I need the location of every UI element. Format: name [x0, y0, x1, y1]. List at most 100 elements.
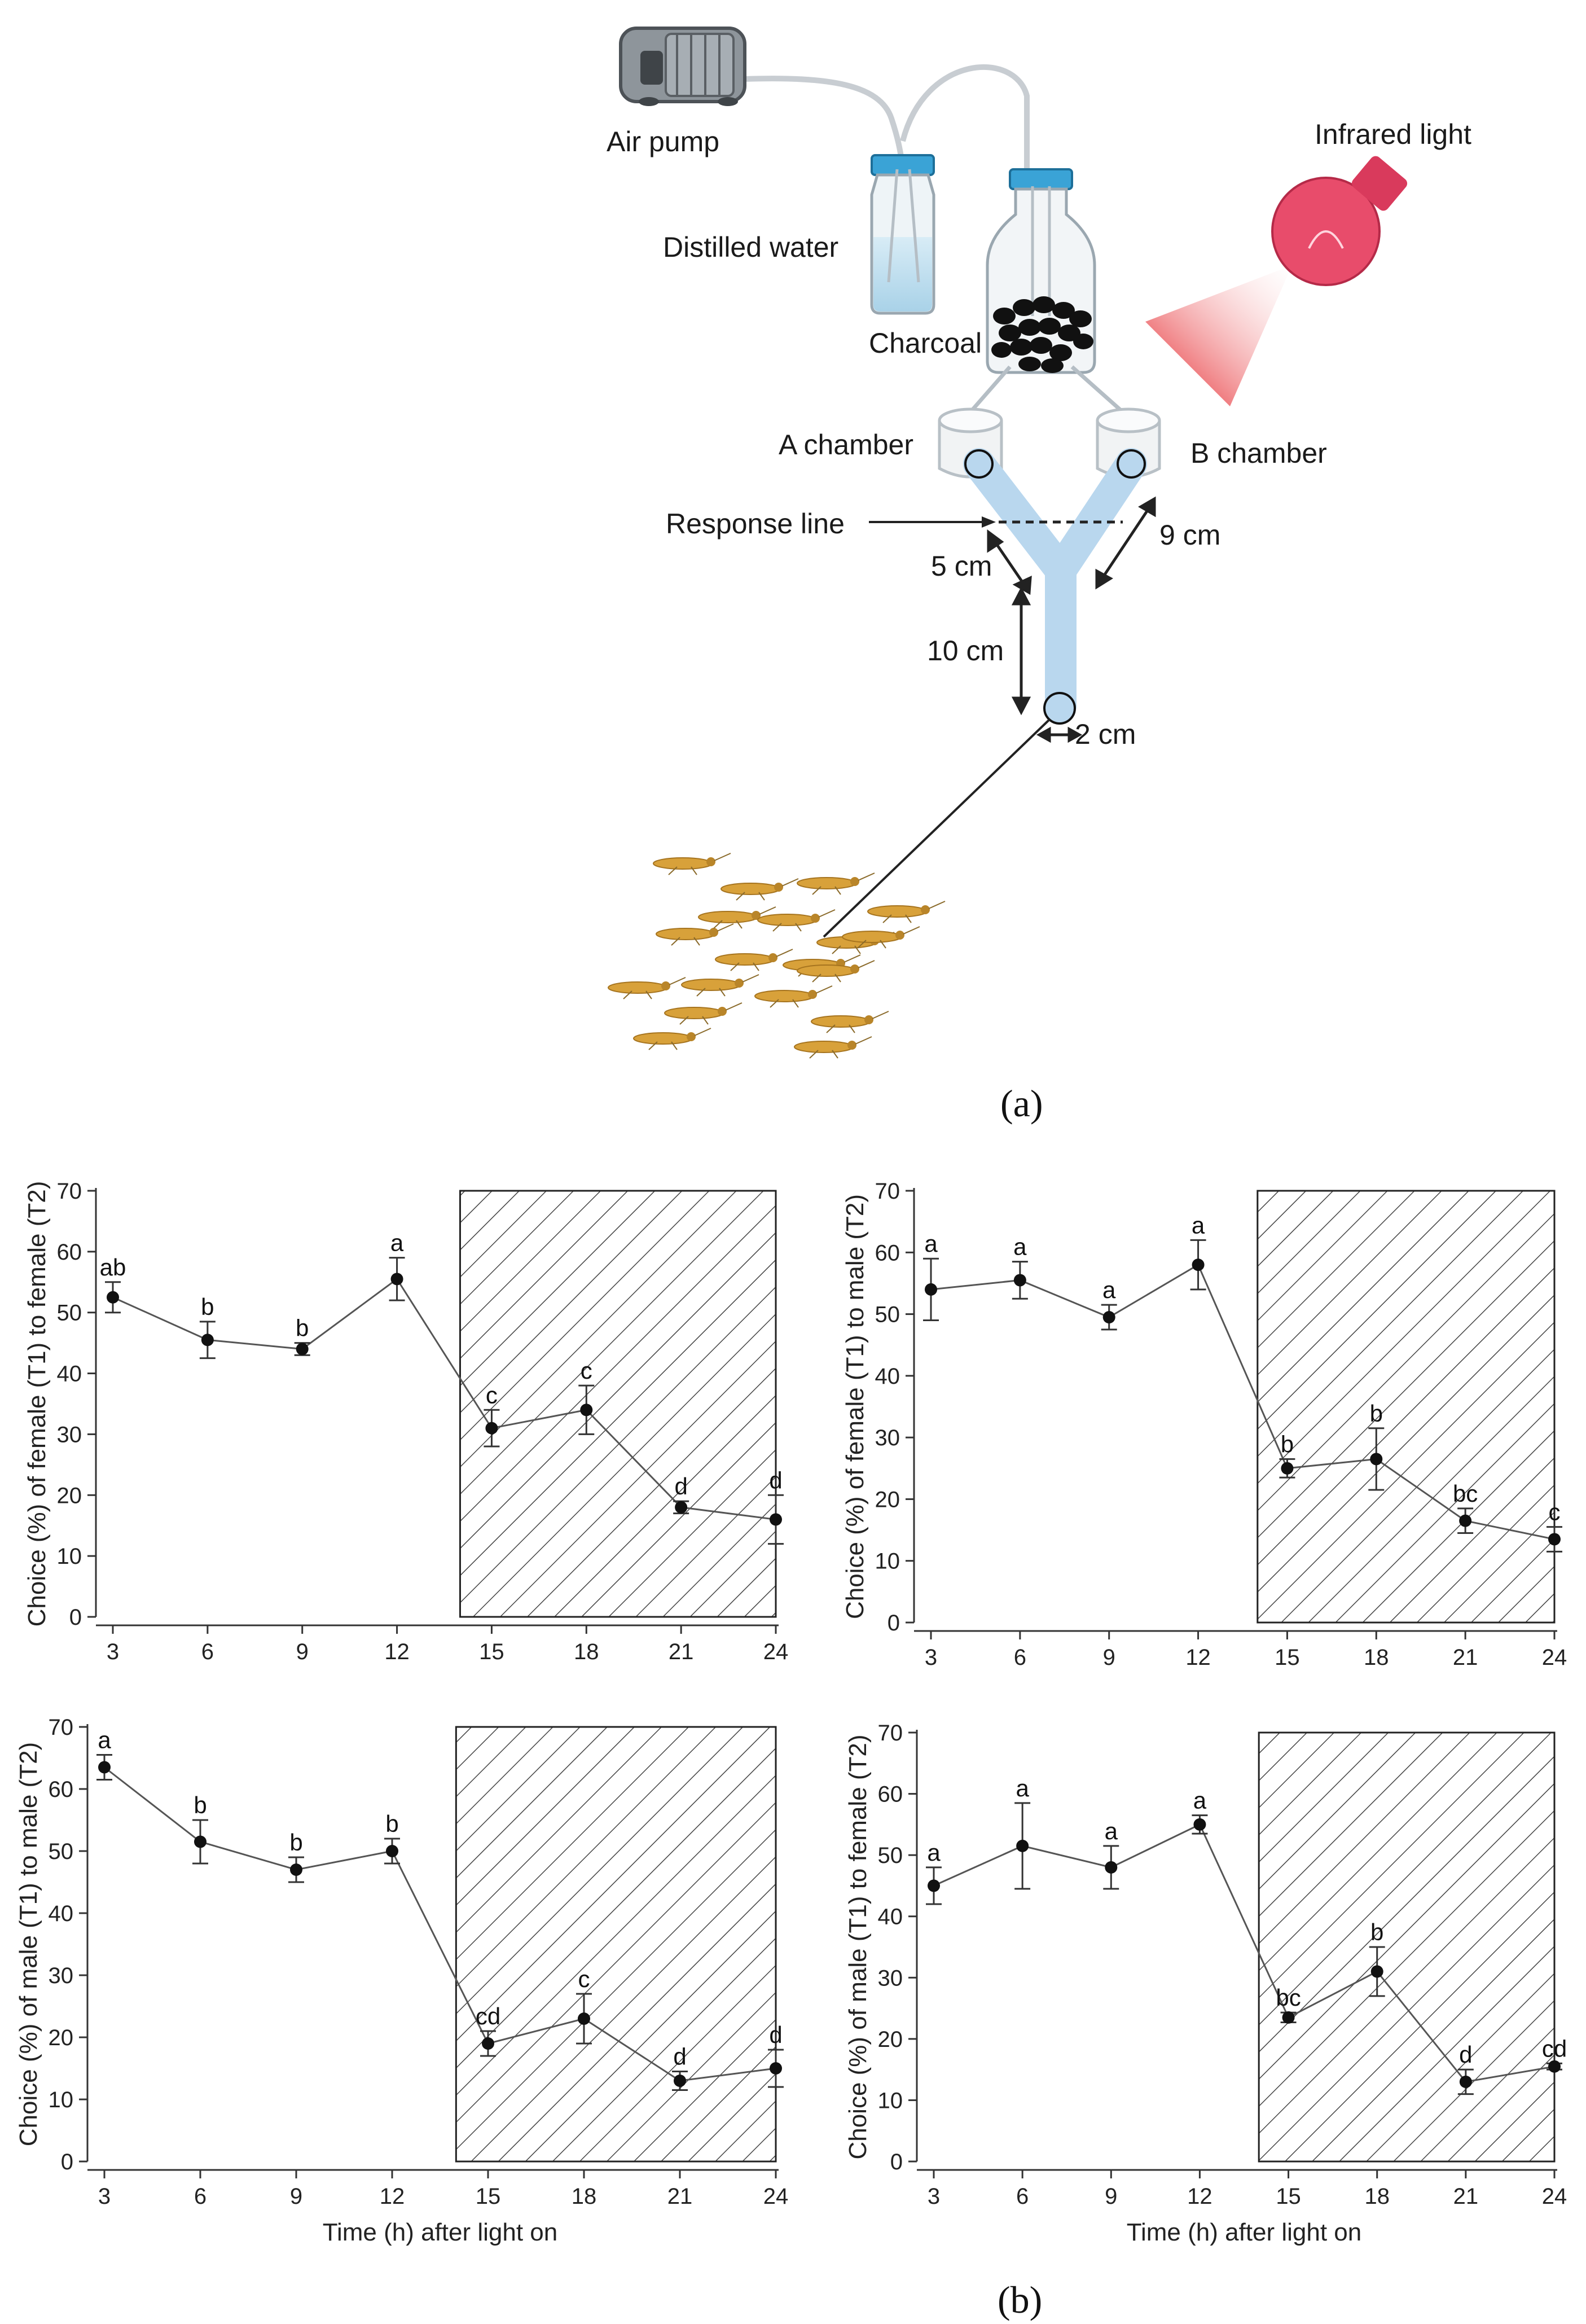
x-tick-label: 6: [194, 2184, 207, 2209]
x-tick-label: 21: [1453, 2184, 1479, 2209]
x-tick-label: 12: [384, 1639, 410, 1664]
insect-icon: [698, 906, 776, 929]
data-point: [98, 1761, 111, 1774]
y-axis-label: Choice (%) of female (T1) to male (T2): [841, 1194, 869, 1619]
dim-9cm-label: 9 cm: [1159, 519, 1220, 551]
chart-2: 0 10 20 30 40 50 60 70 3 6 9 12 15 18 21 24 Choice (%) o…: [841, 1179, 1567, 1670]
charcoal-bottle-icon: [986, 168, 1096, 374]
y-tick-label: 40: [57, 1362, 82, 1387]
insect-icon: [653, 853, 731, 875]
x-tick-label: 9: [296, 1639, 309, 1664]
data-point: [1281, 1462, 1294, 1475]
x-tick-label: 12: [1185, 1645, 1211, 1670]
data-point: [1548, 2060, 1561, 2073]
significance-letter: d: [769, 1467, 782, 1493]
data-point: [674, 2075, 686, 2087]
x-tick-label: 9: [1103, 1645, 1115, 1670]
significance-letter: b: [296, 1315, 309, 1341]
x-tick-label: 3: [928, 2184, 940, 2209]
significance-letter: b: [201, 1293, 214, 1320]
data-point: [1016, 1839, 1029, 1852]
dimension-arrows: [987, 496, 1156, 743]
y-tick-label: 10: [57, 1544, 82, 1569]
dark-period-box: [459, 1190, 777, 1618]
x-tick-label: 24: [763, 2184, 789, 2209]
data-point: [1548, 1533, 1561, 1546]
distilled-water-label: Distilled water: [663, 231, 838, 263]
y-tick-label: 10: [878, 2088, 903, 2113]
y-tick-label: 50: [57, 1301, 82, 1326]
tube-entrance: [1043, 692, 1076, 725]
y-tick-label: 20: [878, 2027, 903, 2052]
insect-icon: [664, 1002, 743, 1025]
significance-letter: ab: [100, 1254, 126, 1281]
insect-icon: [797, 872, 875, 895]
chart-3: 0 10 20 30 40 50 60 70 3 6 9 12 15 18 21 24 Choice (%) o…: [15, 1715, 788, 2246]
insect-icon: [633, 1028, 711, 1050]
data-point: [580, 1404, 593, 1417]
x-tick-label: 15: [1275, 1645, 1300, 1670]
infrared-light-icon: [1271, 156, 1408, 286]
significance-letter: c: [578, 1966, 590, 1992]
y-tick-label: 40: [875, 1364, 900, 1389]
series-line: [104, 1766, 776, 2082]
y-axis-label: Choice (%) of male (T1) to female (T2): [844, 1734, 872, 2159]
significance-letter: cd: [476, 2003, 500, 2029]
y-axis-label: Choice (%) of female (T1) to female (T2): [23, 1181, 51, 1627]
x-tick-label: 15: [479, 1639, 504, 1664]
dark-period-box: [1257, 1190, 1556, 1624]
apparatus-diagram: Air pump Distilled water: [607, 27, 1471, 1125]
data-point: [296, 1343, 309, 1356]
infrared-beam: [1145, 265, 1292, 406]
y-tick-label: 50: [49, 1839, 74, 1864]
data-point: [1013, 1274, 1026, 1287]
y-tick-label: 60: [57, 1240, 82, 1265]
y-tick-label: 10: [49, 2088, 74, 2112]
significance-letter: c: [486, 1382, 498, 1408]
x-tick-label: 3: [98, 2184, 111, 2209]
data-point: [925, 1283, 937, 1296]
significance-letter: d: [1459, 2041, 1472, 2068]
caption-a: (a): [1000, 1082, 1043, 1125]
caption-b: (b): [998, 2278, 1042, 2321]
x-tick-label: 9: [1105, 2184, 1117, 2209]
significance-letter: d: [674, 1473, 687, 1499]
data-point: [290, 1863, 302, 1876]
insect-icon: [681, 974, 759, 997]
x-tick-label: 24: [763, 1639, 789, 1664]
x-tick-label: 18: [574, 1639, 599, 1664]
y-tick-label: 30: [57, 1422, 82, 1447]
dark-period-box: [455, 1726, 777, 2163]
insect-group: [608, 853, 946, 1059]
data-point: [675, 1501, 688, 1514]
y-tick-label: 0: [69, 1605, 82, 1630]
data-point: [390, 1273, 403, 1286]
x-tick-label: 24: [1542, 2184, 1567, 2209]
y-tick-label: 0: [888, 1611, 900, 1635]
data-point: [1105, 1861, 1118, 1874]
a-chamber-label: A chamber: [779, 429, 913, 461]
significance-letter: c: [581, 1357, 592, 1384]
tube-opening-a: [964, 449, 994, 479]
y-tick-label: 10: [875, 1549, 900, 1574]
significance-letter: d: [673, 2044, 686, 2070]
significance-letter: a: [1192, 1212, 1205, 1238]
air-pump-icon: [619, 27, 746, 106]
significance-letter: a: [1016, 1775, 1029, 1801]
x-tick-label: 18: [572, 2184, 597, 2209]
y-tick-label: 30: [878, 1966, 903, 1990]
y-tick-label: 50: [875, 1303, 900, 1327]
y-tick-label: 60: [875, 1240, 900, 1265]
insect-icon: [608, 977, 686, 999]
significance-letter: a: [1013, 1234, 1027, 1260]
infrared-light-label: Infrared light: [1315, 119, 1471, 150]
insect-icon: [794, 1036, 872, 1059]
air-hose-2: [900, 64, 1030, 181]
x-tick-label: 3: [107, 1639, 119, 1664]
data-point: [485, 1422, 498, 1435]
x-axis-label: Time (h) after light on: [1127, 2218, 1362, 2246]
significance-letter: b: [1370, 1400, 1383, 1427]
tube-opening-b: [1117, 449, 1146, 479]
supply-tube-a: [969, 365, 1012, 414]
significance-letter: b: [289, 1829, 302, 1856]
